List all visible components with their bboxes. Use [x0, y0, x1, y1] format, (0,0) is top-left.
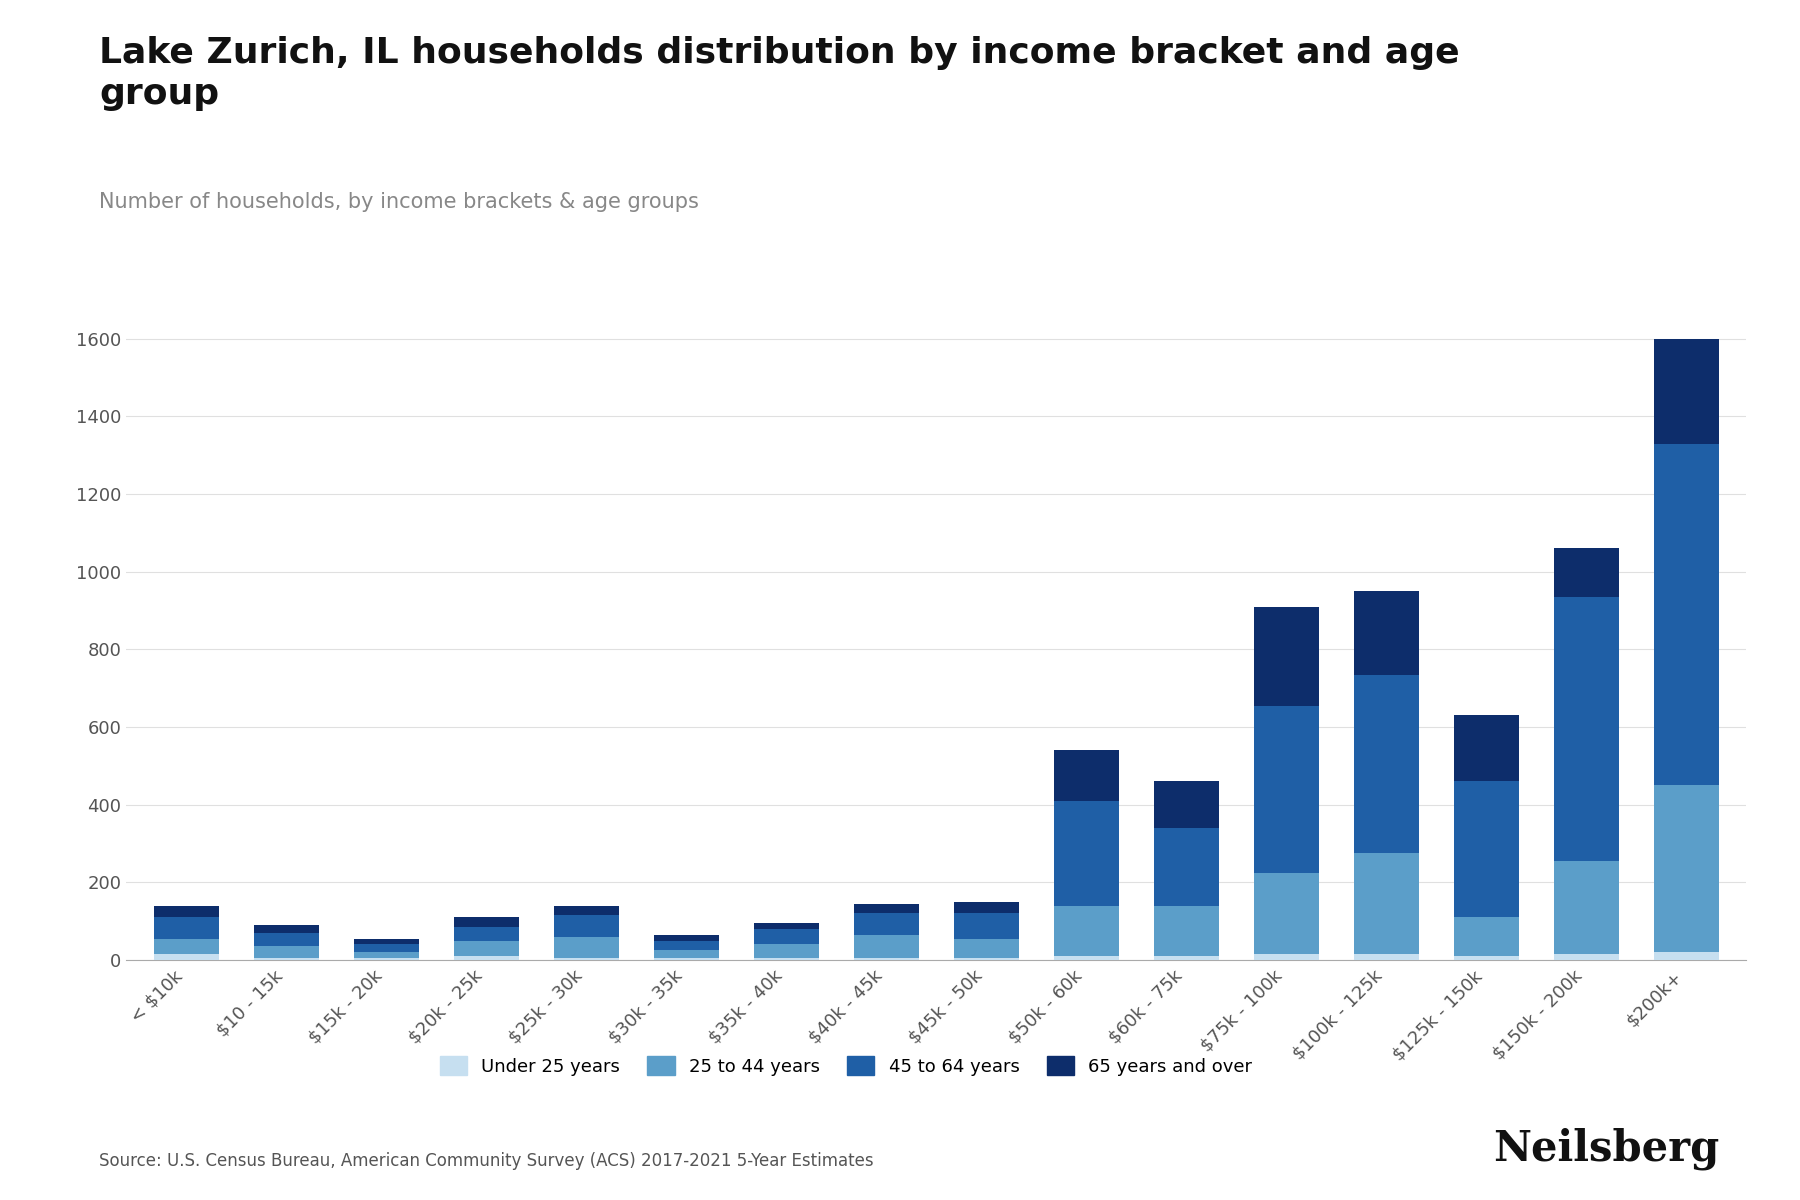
- Bar: [254, 932, 319, 947]
- Bar: [1654, 444, 1719, 785]
- Bar: [653, 935, 718, 941]
- Text: Source: U.S. Census Bureau, American Community Survey (ACS) 2017-2021 5-Year Est: Source: U.S. Census Bureau, American Com…: [99, 1152, 873, 1170]
- Bar: [1154, 906, 1219, 956]
- Bar: [454, 926, 518, 941]
- Bar: [153, 938, 218, 954]
- Bar: [954, 901, 1019, 913]
- Bar: [153, 954, 218, 960]
- Bar: [1553, 862, 1618, 954]
- Bar: [1053, 800, 1118, 906]
- Bar: [254, 947, 319, 958]
- Bar: [1354, 853, 1418, 954]
- Bar: [1454, 956, 1519, 960]
- Bar: [353, 958, 418, 960]
- Bar: [853, 904, 918, 913]
- Bar: [954, 958, 1019, 960]
- Bar: [554, 958, 619, 960]
- Bar: [1654, 785, 1719, 953]
- Bar: [1253, 607, 1318, 706]
- Bar: [554, 916, 619, 937]
- Bar: [1253, 706, 1318, 872]
- Bar: [754, 923, 819, 929]
- Bar: [1654, 338, 1719, 444]
- Bar: [954, 938, 1019, 958]
- Bar: [1053, 750, 1118, 800]
- Bar: [1454, 917, 1519, 956]
- Bar: [454, 956, 518, 960]
- Bar: [1553, 548, 1618, 596]
- Bar: [853, 913, 918, 935]
- Bar: [754, 929, 819, 944]
- Text: Neilsberg: Neilsberg: [1492, 1128, 1719, 1170]
- Bar: [853, 958, 918, 960]
- Bar: [754, 958, 819, 960]
- Bar: [853, 935, 918, 958]
- Bar: [1154, 781, 1219, 828]
- Bar: [353, 938, 418, 944]
- Bar: [653, 958, 718, 960]
- Bar: [1553, 596, 1618, 862]
- Bar: [1354, 954, 1418, 960]
- Bar: [1154, 956, 1219, 960]
- Bar: [254, 925, 319, 932]
- Bar: [1454, 715, 1519, 781]
- Bar: [254, 958, 319, 960]
- Bar: [554, 937, 619, 958]
- Bar: [454, 941, 518, 956]
- Bar: [1654, 953, 1719, 960]
- Bar: [554, 906, 619, 916]
- Legend: Under 25 years, 25 to 44 years, 45 to 64 years, 65 years and over: Under 25 years, 25 to 44 years, 45 to 64…: [432, 1049, 1260, 1082]
- Bar: [1053, 906, 1118, 956]
- Bar: [1454, 781, 1519, 917]
- Text: Number of households, by income brackets & age groups: Number of households, by income brackets…: [99, 192, 698, 212]
- Bar: [653, 941, 718, 950]
- Bar: [153, 906, 218, 917]
- Bar: [353, 953, 418, 958]
- Bar: [353, 944, 418, 953]
- Bar: [1053, 956, 1118, 960]
- Bar: [1154, 828, 1219, 906]
- Bar: [454, 917, 518, 926]
- Bar: [954, 913, 1019, 938]
- Bar: [153, 917, 218, 938]
- Bar: [653, 950, 718, 958]
- Text: Lake Zurich, IL households distribution by income bracket and age
group: Lake Zurich, IL households distribution …: [99, 36, 1460, 110]
- Bar: [1553, 954, 1618, 960]
- Bar: [754, 944, 819, 958]
- Bar: [1253, 954, 1318, 960]
- Bar: [1354, 592, 1418, 674]
- Bar: [1354, 674, 1418, 853]
- Bar: [1253, 872, 1318, 954]
